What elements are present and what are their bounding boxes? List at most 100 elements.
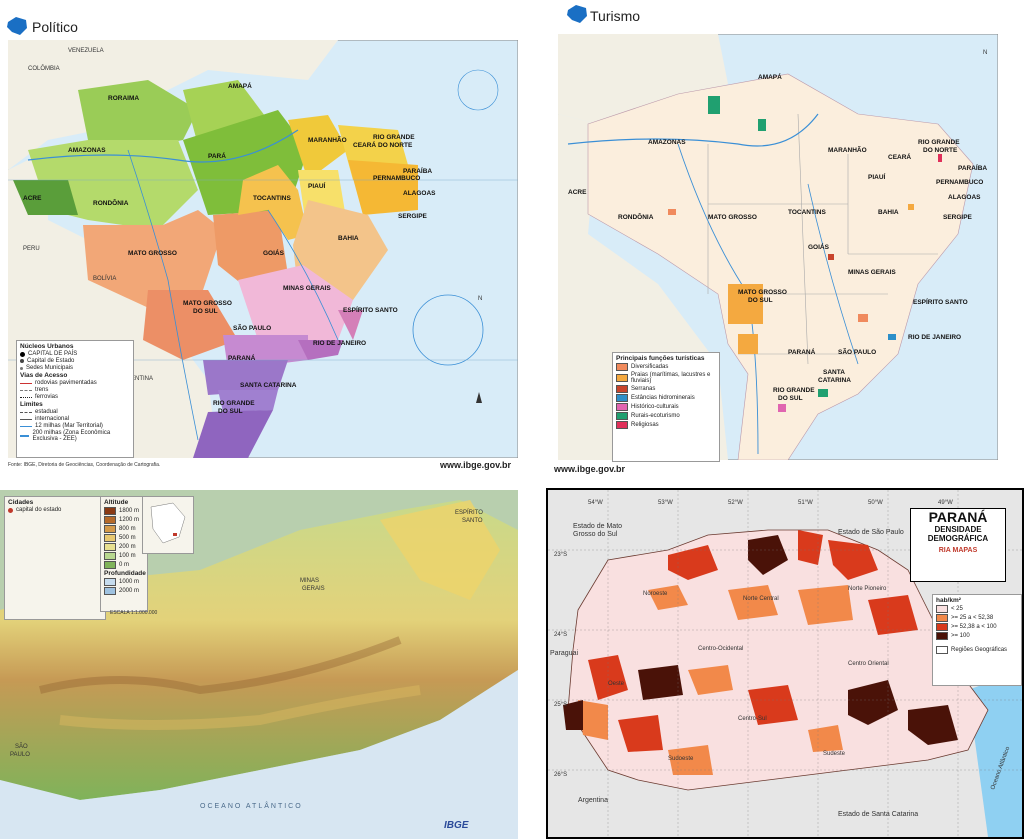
svg-text:SÃO: SÃO: [15, 743, 28, 750]
ferrovia-line-icon: [20, 396, 32, 398]
svg-text:Oeste: Oeste: [608, 681, 625, 687]
svg-text:SANTO: SANTO: [462, 518, 483, 524]
mar-territorial-icon: [20, 425, 32, 427]
svg-text:Sudeste: Sudeste: [823, 751, 846, 757]
svg-text:BOLÍVIA: BOLÍVIA: [93, 275, 116, 282]
relief-map: ESPÍRITO SANTO MINAS GERAIS SÃO PAULO OC…: [0, 490, 518, 839]
svg-text:BAHIA: BAHIA: [878, 209, 899, 216]
svg-text:51°W: 51°W: [798, 500, 813, 506]
footer-url[interactable]: www.ibge.gov.br: [440, 460, 512, 470]
legend-swatch: [616, 394, 628, 402]
svg-text:BAHIA: BAHIA: [338, 235, 359, 242]
capital-pais-icon: [20, 351, 25, 357]
trens-line-icon: [20, 389, 32, 391]
panel-turismo: Turismo AMAPÁ AMAZONAS MARANHÃO RIO GRAN…: [552, 0, 1024, 476]
legend-swatch: [616, 374, 628, 382]
svg-text:DO NORTE: DO NORTE: [378, 142, 413, 149]
location-marker-icon: [173, 533, 177, 536]
rio-legend-cities: Cidades capital do estado: [4, 496, 106, 620]
panel-rio-relief: ESPÍRITO SANTO MINAS GERAIS SÃO PAULO OC…: [0, 490, 518, 839]
rio-legend-altitude: Altitude 1800 m 1200 m 800 m 500 m 200 m…: [100, 496, 148, 612]
svg-text:MATO GROSSO: MATO GROSSO: [128, 250, 177, 257]
brand-logo: RIA MAPAS: [938, 547, 978, 554]
svg-text:Centro-Sul: Centro-Sul: [738, 716, 767, 722]
svg-text:MARANHÃO: MARANHÃO: [308, 135, 347, 144]
svg-text:OCEANO ATLÂNTICO: OCEANO ATLÂNTICO: [200, 801, 303, 810]
svg-text:PARAÍBA: PARAÍBA: [958, 163, 987, 172]
map-subtitle: DENSIDADE DEMOGRÁFICA: [927, 525, 989, 543]
ibge-logo: IBGE: [444, 820, 469, 831]
svg-text:50°W: 50°W: [868, 500, 883, 506]
svg-text:PERNAMBUCO: PERNAMBUCO: [373, 175, 420, 182]
legend-swatch: [616, 363, 628, 371]
svg-text:PARANÁ: PARANÁ: [788, 347, 816, 356]
svg-text:53°W: 53°W: [658, 500, 673, 506]
svg-text:MATO GROSSO: MATO GROSSO: [183, 300, 232, 307]
parana-legend: hab/km² < 25 >= 25 a < 52,38 >= 52,38 a …: [932, 594, 1022, 686]
svg-text:ALAGOAS: ALAGOAS: [403, 190, 436, 197]
svg-text:Grosso do Sul: Grosso do Sul: [573, 531, 618, 538]
brazil-flag-icon: [7, 17, 27, 35]
svg-text:ESPÍRITO SANTO: ESPÍRITO SANTO: [913, 297, 968, 306]
svg-text:AMAPÁ: AMAPÁ: [228, 81, 252, 90]
svg-text:PERNAMBUCO: PERNAMBUCO: [936, 179, 983, 186]
svg-text:MINAS GERAIS: MINAS GERAIS: [848, 269, 896, 276]
svg-text:Paraguai: Paraguai: [550, 650, 578, 657]
capital-estado-icon: [20, 359, 24, 363]
svg-text:52°W: 52°W: [728, 500, 743, 506]
svg-text:MINAS: MINAS: [300, 578, 319, 584]
svg-text:RIO GRANDE: RIO GRANDE: [918, 139, 960, 146]
svg-text:TOCANTINS: TOCANTINS: [788, 209, 826, 216]
north-arrow-icon: [476, 392, 482, 403]
svg-text:PARÁ: PARÁ: [208, 151, 226, 160]
footer-url[interactable]: www.ibge.gov.br: [554, 464, 626, 474]
parana-title-box: PARANÁ DENSIDADE DEMOGRÁFICA RIA MAPAS: [910, 508, 1006, 582]
svg-text:Norte Pioneiro: Norte Pioneiro: [848, 586, 887, 592]
legend-heading: Núcleos Urbanos: [20, 343, 74, 350]
svg-text:Estado de Mato: Estado de Mato: [573, 523, 622, 530]
svg-text:49°W: 49°W: [938, 500, 953, 506]
map-title: PARANÁ: [928, 509, 988, 525]
limite-internacional-icon: [20, 418, 32, 420]
svg-text:DO SUL: DO SUL: [218, 408, 243, 415]
svg-text:Sudoeste: Sudoeste: [668, 756, 694, 762]
panel-parana: Estado de Mato Grosso do Sul Estado de S…: [546, 488, 1024, 839]
rodovia-line-icon: [20, 382, 32, 384]
svg-text:PIAUÍ: PIAUÍ: [308, 181, 326, 190]
svg-text:RONDÔNIA: RONDÔNIA: [618, 212, 654, 221]
zee-icon: [20, 435, 30, 437]
svg-text:GOIÁS: GOIÁS: [808, 242, 830, 251]
svg-text:DO SUL: DO SUL: [193, 308, 218, 315]
svg-text:N: N: [983, 50, 987, 56]
svg-text:MINAS GERAIS: MINAS GERAIS: [283, 285, 331, 292]
svg-text:VENEZUELA: VENEZUELA: [68, 48, 104, 54]
svg-text:Norte Central: Norte Central: [743, 596, 779, 602]
svg-text:Estado de Santa Catarina: Estado de Santa Catarina: [838, 811, 918, 818]
state-roraima-amazonas-north: [78, 80, 198, 150]
svg-text:PIAUÍ: PIAUÍ: [868, 172, 886, 181]
scale-text: ESCALA 1:1.000.000: [110, 610, 158, 616]
svg-text:RIO GRANDE: RIO GRANDE: [213, 400, 255, 407]
svg-text:MARANHÃO: MARANHÃO: [828, 145, 867, 154]
svg-text:PARAÍBA: PARAÍBA: [403, 166, 432, 175]
svg-text:AMAZONAS: AMAZONAS: [68, 147, 106, 154]
svg-text:AMAPÁ: AMAPÁ: [758, 72, 782, 81]
svg-text:PERU: PERU: [23, 246, 40, 252]
svg-text:PAULO: PAULO: [10, 752, 30, 758]
svg-text:Centro Oriental: Centro Oriental: [848, 661, 889, 667]
svg-text:DO SUL: DO SUL: [778, 395, 803, 402]
legend-swatch: [616, 403, 628, 411]
sede-municipal-icon: [20, 366, 23, 370]
svg-text:SERGIPE: SERGIPE: [398, 213, 428, 220]
svg-text:SANTA: SANTA: [823, 369, 845, 376]
svg-text:Centro-Ocidental: Centro-Ocidental: [698, 646, 743, 652]
svg-text:AMAZONAS: AMAZONAS: [648, 139, 686, 146]
svg-text:23°S: 23°S: [554, 552, 567, 558]
panel-title: Político: [32, 19, 78, 35]
svg-text:26°S: 26°S: [554, 772, 567, 778]
svg-text:PARANÁ: PARANÁ: [228, 353, 256, 362]
svg-text:ARGENTINA: ARGENTINA: [118, 376, 153, 382]
svg-text:ACRE: ACRE: [23, 195, 42, 202]
svg-text:ESPÍRITO SANTO: ESPÍRITO SANTO: [343, 305, 398, 314]
svg-text:CEARÁ: CEARÁ: [353, 140, 376, 149]
